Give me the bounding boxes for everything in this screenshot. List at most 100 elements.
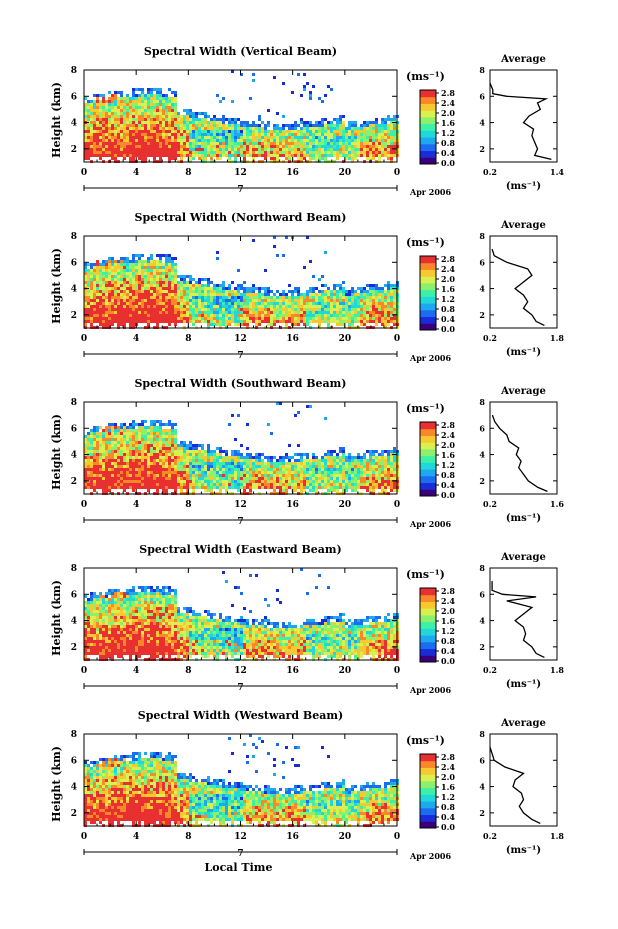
heatmap-cell (228, 320, 231, 323)
heatmap-cell (315, 293, 318, 296)
heatmap-cell (273, 236, 276, 239)
heatmap-cell (228, 157, 231, 160)
heatmap-cell (150, 272, 153, 275)
heatmap-cell (300, 468, 303, 471)
heatmap-cell (138, 290, 141, 293)
heatmap-cell (156, 121, 159, 124)
heatmap-cell (111, 483, 114, 486)
heatmap-cell (132, 456, 135, 459)
heatmap-cell (255, 142, 258, 145)
heatmap-cell (225, 459, 228, 462)
heatmap-cell (288, 468, 291, 471)
heatmap-cell (192, 115, 195, 118)
heatmap-cell (249, 302, 252, 305)
heatmap-cell (126, 109, 129, 112)
heatmap-cell (267, 308, 270, 311)
heatmap-cell (156, 438, 159, 441)
heatmap-cell (234, 450, 237, 453)
heatmap-cell (366, 284, 369, 287)
heatmap-cell (141, 269, 144, 272)
heatmap-cell (120, 275, 123, 278)
heatmap-cell (267, 465, 270, 468)
heatmap-cell (126, 275, 129, 278)
heatmap-cell (222, 456, 225, 459)
heatmap-cell (96, 462, 99, 465)
heatmap-cell (147, 278, 150, 281)
heatmap-cell (390, 148, 393, 151)
heatmap-cell (87, 317, 90, 320)
heatmap-cell (381, 317, 384, 320)
heatmap-cell (204, 133, 207, 136)
heatmap-cell (132, 278, 135, 281)
heatmap-cell (231, 453, 234, 456)
heatmap-cell (144, 287, 147, 290)
heatmap-cell (102, 136, 105, 139)
heatmap-cell (369, 311, 372, 314)
heatmap-cell (312, 311, 315, 314)
heatmap-cell (171, 480, 174, 483)
heatmap-cell (93, 435, 96, 438)
heatmap-cell (120, 474, 123, 477)
heatmap-cell (135, 109, 138, 112)
heatmap-cell (216, 257, 219, 260)
heatmap-cell (162, 148, 165, 151)
heatmap-cell (249, 480, 252, 483)
heatmap-cell (192, 447, 195, 450)
heatmap-cell (126, 302, 129, 305)
heatmap-cell (222, 323, 225, 326)
heatmap-cell (90, 296, 93, 299)
heatmap-cell (204, 308, 207, 311)
heatmap-cell (123, 112, 126, 115)
heatmap-cell (189, 320, 192, 323)
heatmap-cell (108, 121, 111, 124)
heatmap-cell (195, 124, 198, 127)
heatmap-cell (249, 296, 252, 299)
heatmap-cell (132, 444, 135, 447)
heatmap-cell (99, 281, 102, 284)
heatmap-cell (189, 314, 192, 317)
heatmap-cell (96, 432, 99, 435)
heatmap-cell (186, 151, 189, 154)
heatmap-cell (252, 157, 255, 160)
heatmap-cell (102, 284, 105, 287)
heatmap-cell (324, 130, 327, 133)
heatmap-cell (135, 145, 138, 148)
heatmap-cell (174, 432, 177, 435)
heatmap-cell (222, 136, 225, 139)
heatmap-cell (174, 287, 177, 290)
heatmap-cell (285, 236, 288, 239)
heatmap-cell (225, 290, 228, 293)
heatmap-cell (132, 284, 135, 287)
heatmap-cell (159, 314, 162, 317)
heatmap-cell (135, 266, 138, 269)
heatmap-cell (294, 302, 297, 305)
heatmap-cell (360, 293, 363, 296)
heatmap-cell (336, 136, 339, 139)
heatmap-cell (228, 287, 231, 290)
heatmap-cell (102, 272, 105, 275)
heatmap-cell (129, 106, 132, 109)
heatmap-cell (87, 157, 90, 160)
heatmap-cell (162, 121, 165, 124)
heatmap-cell (108, 477, 111, 480)
heatmap-cell (156, 263, 159, 266)
heatmap-cell (114, 471, 117, 474)
heatmap-cell (228, 154, 231, 157)
heatmap-cell (99, 459, 102, 462)
heatmap-cell (390, 151, 393, 154)
heatmap-cell (276, 290, 279, 293)
heatmap-cell (246, 142, 249, 145)
heatmap-cell (168, 130, 171, 133)
heatmap-cell (111, 453, 114, 456)
heatmap-cell (129, 260, 132, 263)
heatmap-cell (273, 483, 276, 486)
colorbar-tick-label: 2.0 (441, 274, 455, 284)
heatmap-cell (93, 154, 96, 157)
heatmap-cell (147, 302, 150, 305)
heatmap-cell (132, 109, 135, 112)
heatmap-cell (213, 323, 216, 326)
heatmap-cell (174, 106, 177, 109)
heatmap-cell (249, 290, 252, 293)
heatmap-cell (117, 317, 120, 320)
heatmap-cell (102, 100, 105, 103)
